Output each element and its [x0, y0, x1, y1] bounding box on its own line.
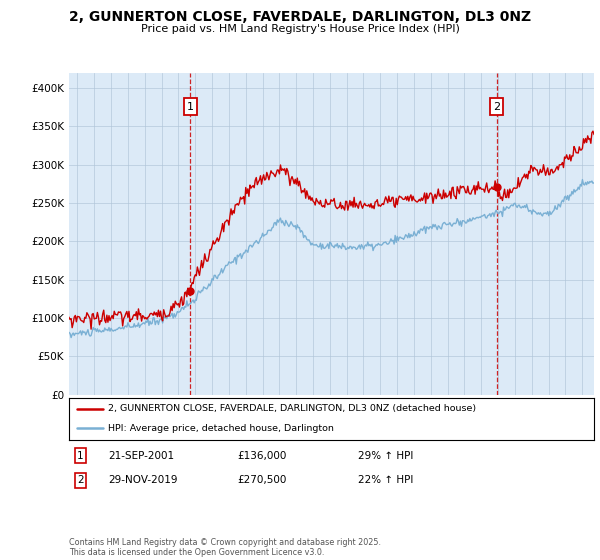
Text: 2, GUNNERTON CLOSE, FAVERDALE, DARLINGTON, DL3 0NZ (detached house): 2, GUNNERTON CLOSE, FAVERDALE, DARLINGTO…	[109, 404, 476, 413]
Text: 21-SEP-2001: 21-SEP-2001	[109, 451, 175, 461]
Text: £136,000: £136,000	[237, 451, 286, 461]
Text: 29-NOV-2019: 29-NOV-2019	[109, 475, 178, 486]
Text: Price paid vs. HM Land Registry's House Price Index (HPI): Price paid vs. HM Land Registry's House …	[140, 24, 460, 34]
Text: 29% ↑ HPI: 29% ↑ HPI	[358, 451, 413, 461]
Text: £270,500: £270,500	[237, 475, 286, 486]
Text: 22% ↑ HPI: 22% ↑ HPI	[358, 475, 413, 486]
Text: 2, GUNNERTON CLOSE, FAVERDALE, DARLINGTON, DL3 0NZ: 2, GUNNERTON CLOSE, FAVERDALE, DARLINGTO…	[69, 10, 531, 24]
Text: 1: 1	[187, 101, 194, 111]
Text: Contains HM Land Registry data © Crown copyright and database right 2025.
This d: Contains HM Land Registry data © Crown c…	[69, 538, 381, 557]
Text: 1: 1	[77, 451, 84, 461]
Text: HPI: Average price, detached house, Darlington: HPI: Average price, detached house, Darl…	[109, 424, 334, 433]
Text: 2: 2	[493, 101, 500, 111]
Text: 2: 2	[77, 475, 84, 486]
